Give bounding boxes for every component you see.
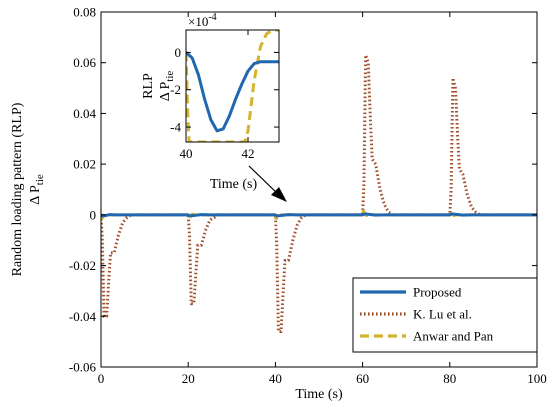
inset-y-axis-label-line2: Δ Ptie — [158, 71, 176, 102]
legend-label-proposed: Proposed — [413, 285, 462, 300]
main-x-tick-label: 80 — [443, 371, 456, 386]
main-y-tick-label: 0.04 — [73, 106, 96, 121]
main-y-tick-label: 0.06 — [73, 55, 96, 70]
main-x-tick-label: 20 — [182, 371, 195, 386]
main-y-tick-label: 0 — [90, 207, 97, 222]
inset-plot: 40 420-2-4 ×10-4 Time (s) RLP Δ Ptie — [141, 12, 280, 192]
zoom-arrow-head — [271, 187, 287, 202]
main-y-axis-label-line2: Δ Ptie — [28, 174, 46, 205]
inset-y-axis-label: RLP Δ Ptie — [141, 71, 176, 102]
inset-y-axis-label-line2-sub: tie — [164, 71, 176, 82]
main-y-tick-label: -0.02 — [69, 258, 96, 273]
inset-y-tick-label: -2 — [170, 82, 181, 97]
inset-x-tick-label: 42 — [242, 146, 255, 161]
inset-y-tick-label: -4 — [170, 120, 181, 135]
inset-x-tick-label: 40 — [180, 146, 193, 161]
main-plot: 0 20 40 60 80 100 -0.06 -0.04 -0.02 0 0.02 0.04 0.06… — [10, 5, 547, 403]
zoom-arrow — [248, 165, 287, 202]
main-y-tick-label: -0.04 — [69, 309, 97, 324]
inset-y-tick-label: 0 — [175, 45, 182, 60]
legend: Proposed K. Lu et al. Anwar and Pan — [352, 277, 538, 353]
inset-ticks: 40 42 0 -2 -4 — [170, 30, 279, 161]
inset-y-axis-label-line1: RLP — [141, 73, 156, 99]
inset-series-layer — [186, 30, 279, 142]
main-y-axis-label-line2-sub: tie — [34, 174, 46, 185]
main-x-axis-label: Time (s) — [295, 387, 343, 402]
main-y-axis-label: Random loading pattern (RLP) Δ Ptie — [10, 102, 46, 276]
main-x-tick-label: 60 — [356, 371, 369, 386]
main-x-tick-label: 100 — [527, 371, 547, 386]
main-y-tick-label: -0.06 — [69, 360, 97, 375]
legend-label-anwar-pan: Anwar and Pan — [413, 329, 494, 344]
main-y-tick-label: 0.02 — [73, 157, 96, 172]
main-series-proposed — [101, 212, 537, 218]
main-ticks: 0 20 40 60 80 100 -0.06 -0.04 -0.02 0 0.02 0.04 0.06… — [69, 5, 547, 387]
inset-multiplier-base: ×10 — [188, 14, 208, 29]
main-y-axis-label-line2-prefix: Δ P — [28, 185, 43, 205]
inset-y-axis-label-line2-prefix: Δ P — [158, 82, 173, 102]
main-x-tick-label: 40 — [269, 371, 282, 386]
main-plot-frame — [100, 11, 538, 368]
main-y-axis-label-line1: Random loading pattern (RLP) — [10, 102, 25, 276]
legend-box — [352, 277, 538, 353]
inset-series-proposed — [186, 51, 279, 133]
inset-multiplier-exp: -4 — [208, 12, 216, 23]
inset-x-axis-label: Time (s) — [210, 177, 258, 192]
main-series-k-lu-et-al — [101, 53, 537, 333]
legend-label-k-lu: K. Lu et al. — [413, 307, 472, 322]
main-series-layer — [101, 53, 537, 333]
inset-series-anwar-and-pan — [186, 30, 279, 142]
zoom-arrow-shaft — [248, 165, 280, 196]
main-y-tick-label: 0.08 — [73, 5, 96, 20]
inset-plot-frame — [185, 29, 280, 143]
main-x-tick-label: 0 — [98, 371, 105, 386]
inset-multiplier: ×10-4 — [188, 12, 217, 29]
